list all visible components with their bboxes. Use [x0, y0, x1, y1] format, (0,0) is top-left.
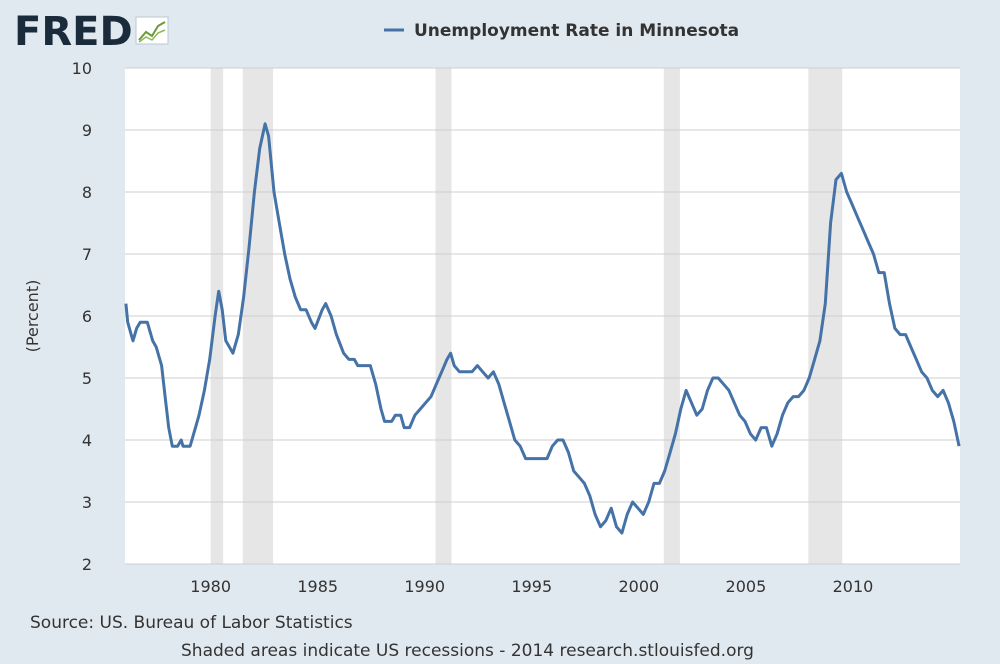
- x-tick-label: 1985: [297, 577, 338, 596]
- y-tick-label: 9: [82, 121, 92, 140]
- fred-logo: FRED: [14, 9, 169, 55]
- legend-label: Unemployment Rate in Minnesota: [414, 21, 739, 41]
- y-axis-label: (Percent): [23, 280, 42, 353]
- y-tick-label: 3: [82, 493, 92, 512]
- y-tick-label: 2: [82, 555, 92, 574]
- y-tick-label: 7: [82, 245, 92, 264]
- recession-note: Shaded areas indicate US recessions - 20…: [181, 641, 754, 661]
- series-line: [124, 122, 961, 535]
- x-tick-label: 2010: [833, 577, 874, 596]
- x-tick-label: 2000: [618, 577, 659, 596]
- x-axis-ticks: 1980 1985 1990 1995 2000 2005 2010: [190, 577, 873, 596]
- chart-legend: Unemployment Rate in Minnesota: [384, 21, 739, 41]
- source-text: Source: US. Bureau of Labor Statistics: [30, 613, 353, 633]
- y-tick-label: 8: [82, 183, 92, 202]
- line-chart-icon: [135, 16, 169, 45]
- logo-text: FRED: [14, 9, 133, 55]
- x-tick-label: 2005: [726, 577, 767, 596]
- y-tick-label: 5: [82, 369, 92, 388]
- y-tick-label: 6: [82, 307, 92, 326]
- y-axis-ticks: 2 3 4 5 6 7 8 9 10: [72, 59, 92, 574]
- y-tick-label: 4: [82, 431, 92, 450]
- y-tick-label: 10: [72, 59, 92, 78]
- x-tick-label: 1990: [404, 577, 445, 596]
- x-tick-label: 1980: [190, 577, 231, 596]
- series-group: [124, 122, 961, 535]
- x-tick-label: 1995: [511, 577, 552, 596]
